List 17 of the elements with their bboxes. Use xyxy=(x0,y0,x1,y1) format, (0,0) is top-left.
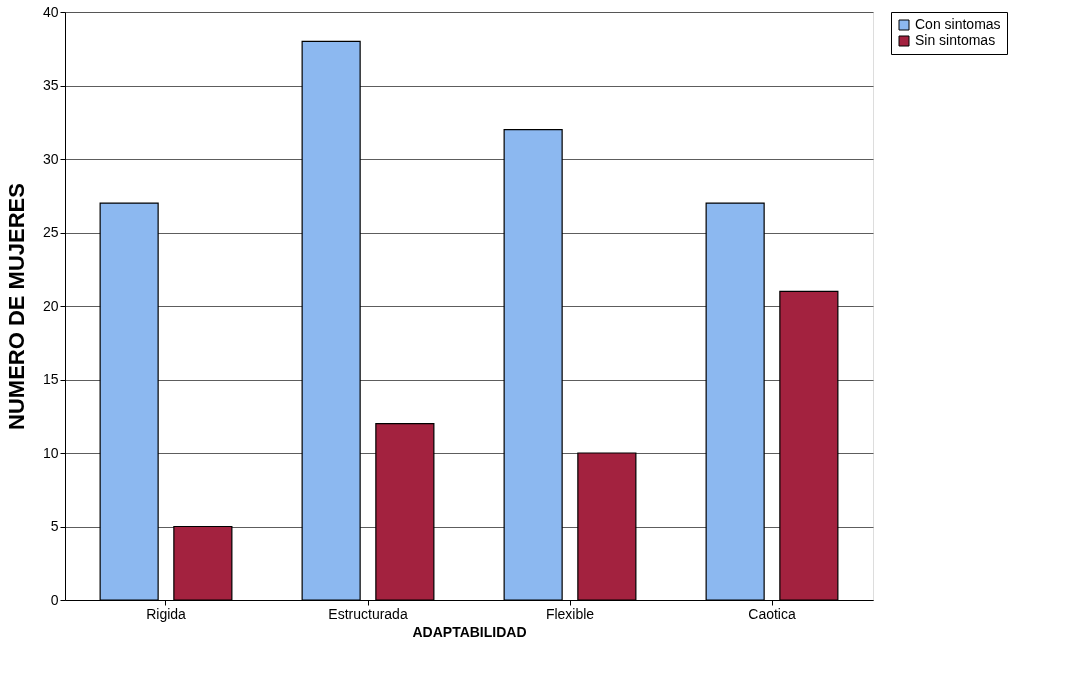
legend-label: Con sintomas xyxy=(915,16,1001,32)
x-axis-title: ADAPTABILIDAD xyxy=(412,623,527,640)
y-tick-label: 30 xyxy=(42,150,59,167)
y-axis-title: NUMERO DE MUJERES xyxy=(3,183,29,430)
legend-label: Sin sintomas xyxy=(915,32,996,48)
y-tick-label: 5 xyxy=(50,518,59,534)
y-tick-label: 10 xyxy=(42,444,59,461)
x-tick-label: Caotica xyxy=(748,605,796,622)
y-tick-label: 25 xyxy=(42,224,59,240)
y-tick-label: 20 xyxy=(42,297,59,314)
y-tick-label: 0 xyxy=(50,591,59,608)
y-tick-label: 15 xyxy=(42,371,59,387)
y-tick-label: 35 xyxy=(42,77,59,93)
x-tick-label: Rigida xyxy=(146,605,187,622)
y-tick-label: 40 xyxy=(42,3,59,20)
x-tick-label: Estructurada xyxy=(328,605,408,622)
x-tick-label: Flexible xyxy=(545,605,595,622)
